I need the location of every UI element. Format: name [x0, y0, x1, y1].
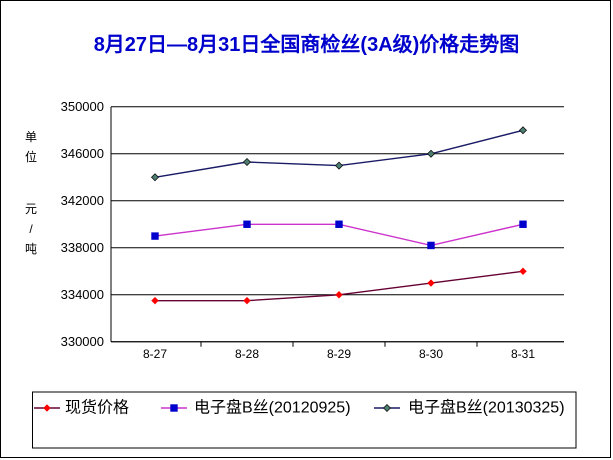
svg-text:元: 元	[25, 202, 37, 216]
svg-text:8-31: 8-31	[511, 347, 535, 361]
svg-text:8-29: 8-29	[327, 347, 351, 361]
svg-text:330000: 330000	[61, 334, 104, 349]
svg-text:334000: 334000	[61, 287, 104, 302]
svg-text:338000: 338000	[61, 240, 104, 255]
svg-text:8-30: 8-30	[419, 347, 443, 361]
svg-text:现‎货价格: 现‎货价格	[65, 399, 129, 417]
svg-text:346000: 346000	[61, 146, 104, 161]
svg-text:单: 单	[25, 130, 37, 144]
svg-text:8-27: 8-27	[143, 347, 167, 361]
svg-text:电子盘B丝(20130325): 电子盘B丝(20130325)	[408, 398, 565, 417]
svg-text:350000: 350000	[61, 99, 104, 114]
svg-text:8-28: 8-28	[235, 347, 259, 361]
svg-text:/: /	[29, 222, 33, 236]
svg-text:电子盘B丝(20120925): 电子盘B丝(20120925)	[194, 398, 351, 417]
svg-text:342000: 342000	[61, 193, 104, 208]
svg-text:吨: 吨	[25, 242, 37, 256]
svg-text:位: 位	[25, 149, 37, 164]
